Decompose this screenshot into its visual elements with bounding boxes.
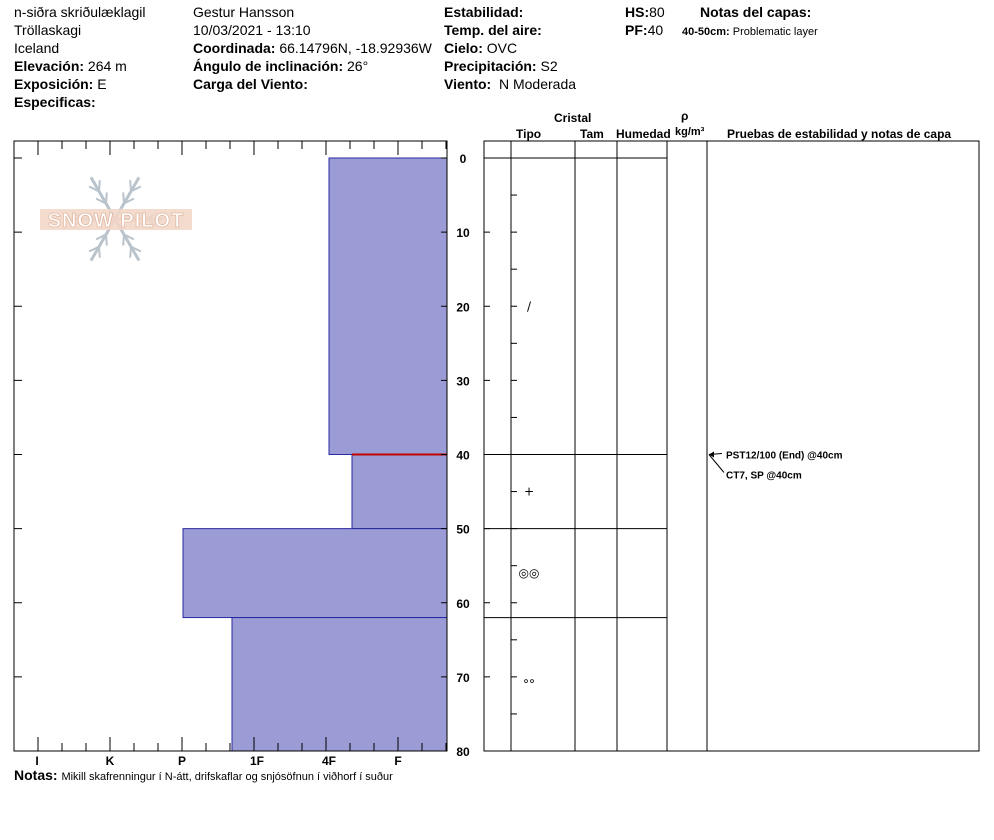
layer-table-frame (483, 140, 980, 752)
header-density-unit: kg/m³ (675, 126, 705, 138)
elevation-label: Elevación: (14, 58, 85, 74)
snowflake-branch (105, 192, 108, 204)
pf-label: PF: (625, 22, 648, 38)
hardness-axis-label: F (394, 754, 401, 768)
snowflake-branch (130, 245, 142, 253)
location: n-siðra skriðulæklagil (14, 4, 146, 20)
layer-notes-title: Notas del capas: (700, 4, 812, 20)
depth-axis-label: 80 (456, 745, 470, 759)
airtemp-label: Temp. del aire: (444, 22, 542, 38)
snowflake-branch (98, 246, 101, 258)
sky-label: Cielo: (444, 40, 483, 56)
elevation-value: 264 m (87, 58, 127, 74)
stability-test-label: CT7, SP @40cm (726, 471, 802, 482)
sky: Cielo: OVC (444, 40, 517, 56)
depth-axis-label: 40 (456, 449, 470, 463)
country: Iceland (14, 40, 60, 56)
aspect: Exposición: E (14, 76, 107, 92)
sky-value: OVC (486, 40, 518, 56)
wind-label: Viento: (444, 76, 492, 92)
grain-type-symbol: °° (523, 677, 535, 691)
precipitation: Precipitación: S2 (444, 58, 558, 74)
layer-note-text: Problematic layer (732, 26, 818, 38)
footer-notes: Notas: Mikill skafrenningur í N-átt, dri… (14, 767, 393, 785)
hardness-axis-label: P (178, 754, 186, 768)
snowflake-branch (95, 197, 107, 205)
depth-axis-label: 20 (456, 300, 470, 314)
hardness-layer-bar (231, 617, 448, 752)
grain-type-symbol: / (527, 299, 532, 313)
snowflake-branch (88, 185, 100, 193)
coord-label: Coordinada: (193, 40, 276, 56)
notes-text: Mikill skafrenningur í N-átt, drifskafla… (61, 771, 393, 783)
depth-axis-label: 70 (456, 671, 470, 685)
specifics-label: Especificas: (14, 94, 96, 110)
precip-label: Precipitación: (444, 58, 537, 74)
hardness-layer-bar (182, 528, 448, 619)
snowflake-branch (88, 245, 100, 253)
snowflake-branch (122, 234, 125, 246)
pf-value: 40 (647, 22, 664, 38)
aspect-value: E (97, 76, 107, 92)
slope-label: Ángulo de inclinación: (193, 58, 344, 74)
snowpilot-logo: SNOW PILOT (40, 176, 192, 262)
hardness-layer-bar (328, 157, 448, 455)
hs: HS:80 (625, 4, 665, 20)
snowflake-branch (123, 233, 135, 241)
precip-value: S2 (540, 58, 558, 74)
hardness-axis-label: 1F (250, 754, 264, 768)
snowflake-branch (122, 192, 125, 204)
snowflake-branch (105, 234, 108, 246)
depth-axis-label: 30 (456, 374, 470, 388)
snowflake-branch (130, 185, 142, 193)
logo-band (40, 209, 192, 230)
snowflake-branch (129, 180, 132, 192)
aspect-label: Exposición: (14, 76, 94, 92)
elevation: Elevación: 264 m (14, 58, 127, 74)
header-tam: Tam (580, 127, 604, 141)
stability-label: Estabilidad: (444, 4, 524, 20)
grain-type-symbol: + (524, 485, 534, 499)
header-humedad: Humedad (616, 127, 671, 141)
layer-note: 40-50cm: Problematic layer (682, 24, 818, 40)
hardness-axis-label: 4F (322, 754, 336, 768)
layer-note-range: 40-50cm: (682, 26, 730, 38)
coordinates: Coordinada: 66.14796N, -18.92936W (193, 40, 432, 56)
hs-value: 80 (649, 4, 665, 20)
header-cristal: Cristal (554, 111, 592, 125)
header-rho: ρ (681, 109, 689, 123)
header-tipo: Tipo (516, 127, 542, 141)
datetime: 10/03/2021 - 13:10 (193, 22, 311, 38)
test-arrow (708, 454, 725, 473)
snowflake-branch (123, 197, 135, 205)
observer: Gestur Hansson (193, 4, 295, 20)
slope-angle: Ángulo de inclinación: 26° (193, 58, 368, 74)
wind-value: N Moderada (498, 76, 577, 92)
hardness-axis-label: K (106, 754, 115, 768)
notes-label: Notas: (14, 767, 58, 783)
stability-test-label: PST12/100 (End) @40cm (726, 451, 843, 462)
hardness-axis-label: I (35, 754, 38, 768)
hs-label: HS: (625, 4, 650, 20)
mountain-range: Tröllaskagi (14, 22, 82, 38)
coord-value: 66.14796N, -18.92936W (279, 40, 432, 56)
depth-axis-label: 0 (460, 152, 467, 166)
depth-axis-label: 50 (456, 523, 470, 537)
header-tests: Pruebas de estabilidad y notas de capa (727, 127, 952, 141)
snowflake-branch (95, 233, 107, 241)
slope-value: 26° (347, 58, 369, 74)
depth-axis-label: 10 (456, 226, 470, 240)
logo-text: SNOW PILOT (48, 210, 185, 232)
hardness-layer-bar (351, 454, 448, 530)
snowflake-branch (129, 246, 132, 258)
test-arrowhead (709, 451, 714, 458)
windload-label: Carga del Viento: (193, 76, 308, 92)
snowflake-branch (98, 180, 101, 192)
pf: PF:40 (625, 22, 663, 38)
wind: Viento: N Moderada (444, 76, 576, 92)
depth-axis-label: 60 (456, 597, 470, 611)
grain-type-symbol: ◎◎ (519, 566, 540, 580)
